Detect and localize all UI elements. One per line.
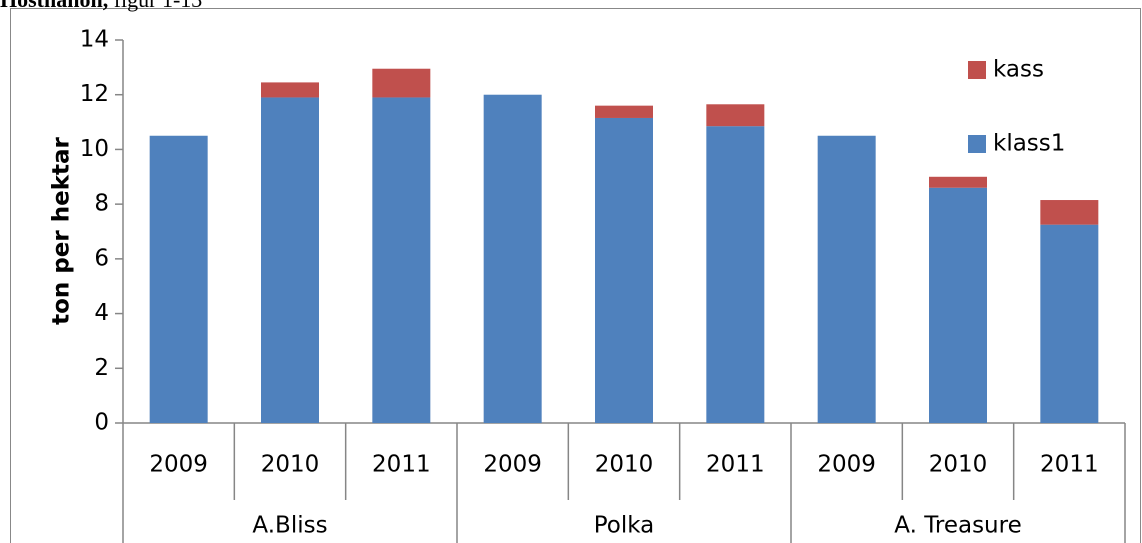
y-tick-label: 10 xyxy=(80,136,109,162)
bar-segment xyxy=(1040,224,1099,423)
legend-label: klass1 xyxy=(993,131,1065,157)
bar-segment xyxy=(595,105,653,118)
legend-swatch xyxy=(968,61,986,79)
bar-segment xyxy=(706,126,765,424)
x-tick-label: 2010 xyxy=(261,452,320,478)
x-tick-label: 2011 xyxy=(1040,452,1099,478)
x-tick-label: 2010 xyxy=(929,452,988,478)
x-tick-label: 2011 xyxy=(372,452,431,478)
y-tick-label: 12 xyxy=(80,81,109,107)
y-tick-label: 0 xyxy=(94,410,109,436)
legend-swatch xyxy=(968,135,986,153)
bar-segment xyxy=(706,104,765,127)
y-tick-label: 6 xyxy=(94,245,109,271)
bar-segment xyxy=(149,135,208,423)
x-tick-label: 2009 xyxy=(483,452,542,478)
bar-segment xyxy=(595,117,653,423)
group-label: A. Treasure xyxy=(894,513,1021,539)
x-tick-label: 2011 xyxy=(706,452,765,478)
caption-bold: Hostnanon, xyxy=(0,0,108,12)
bar-segment xyxy=(261,97,319,423)
bar-segment xyxy=(372,97,431,423)
bar-segment xyxy=(929,187,987,423)
group-label: A.Bliss xyxy=(252,513,327,539)
bar-segment xyxy=(929,176,987,188)
y-tick-label: 2 xyxy=(94,355,109,381)
bar-segment xyxy=(1040,200,1099,225)
bar-segment xyxy=(372,68,431,98)
y-axis-label: ton per hektar xyxy=(49,136,75,324)
y-tick-label: 4 xyxy=(94,300,109,326)
bar-segment xyxy=(817,135,876,423)
caption: Hostnanon, figur 1-13 xyxy=(0,0,202,12)
x-tick-label: 2009 xyxy=(149,452,208,478)
y-tick-label: 14 xyxy=(80,27,109,53)
group-label: Polka xyxy=(594,513,655,539)
bar-segment xyxy=(483,94,542,423)
y-tick-label: 8 xyxy=(94,191,109,217)
bar-segment xyxy=(261,82,319,98)
caption-normal: figur 1-13 xyxy=(114,0,203,12)
x-tick-label: 2010 xyxy=(595,452,654,478)
x-tick-label: 2009 xyxy=(817,452,876,478)
legend-label: kass xyxy=(993,57,1044,83)
